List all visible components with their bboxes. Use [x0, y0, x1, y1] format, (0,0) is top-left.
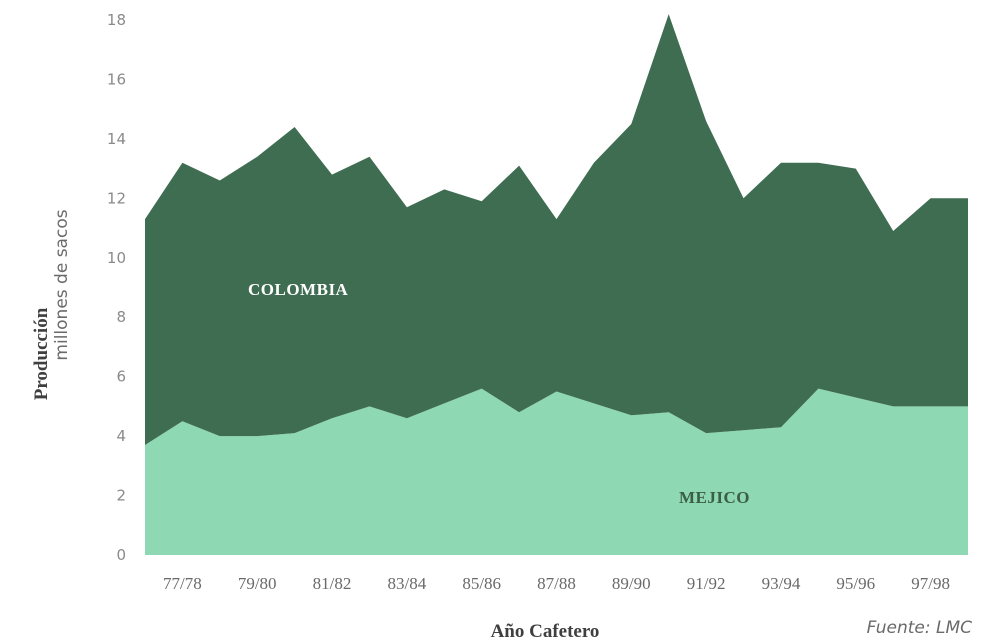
x-tick-label: 85/86: [462, 574, 501, 593]
y-tick-label: 18: [107, 11, 126, 29]
y-tick-label: 0: [116, 546, 126, 564]
x-tick-label: 95/96: [836, 574, 875, 593]
plot-area: [145, 14, 968, 555]
x-tick-label: 97/98: [911, 574, 950, 593]
x-tick-label: 89/90: [612, 574, 651, 593]
y-tick-label: 16: [107, 70, 126, 88]
x-tick-label: 87/88: [537, 574, 576, 593]
y-tick-label: 12: [107, 189, 126, 207]
x-tick-label: 93/94: [762, 574, 801, 593]
x-tick-label: 79/80: [238, 574, 277, 593]
y-axis-title-group: Producción: [31, 307, 52, 400]
series-label-mejico: MEJICO: [679, 488, 750, 507]
x-tick-label: 81/82: [313, 574, 352, 593]
area-series-mejico: [145, 388, 968, 555]
x-axis-ticks: 77/78 79/80 81/82 83/84 85/86 87/88 89/90 91/92…: [163, 574, 950, 593]
y-axis-subtitle-group: millones de sacos: [52, 209, 72, 360]
y-axis-subtitle: millones de sacos: [52, 209, 72, 360]
y-tick-label: 4: [116, 427, 126, 445]
x-tick-label: 77/78: [163, 574, 202, 593]
y-tick-label: 6: [116, 368, 126, 386]
y-tick-label: 2: [116, 487, 126, 505]
source-note: Fuente: LMC: [867, 618, 972, 638]
y-axis-ticks: 0 2 4 6 8 10 12 14 16 18: [107, 11, 126, 564]
x-axis-title: Año Cafetero: [491, 621, 600, 642]
area-series-colombia: [145, 14, 968, 445]
y-tick-label: 8: [116, 308, 126, 326]
x-tick-label: 91/92: [687, 574, 726, 593]
series-label-colombia: COLOMBIA: [248, 280, 349, 299]
x-tick-label: 83/84: [388, 574, 427, 593]
y-tick-label: 10: [107, 249, 126, 267]
y-tick-label: 14: [107, 130, 126, 148]
y-axis-title: Producción: [31, 307, 52, 400]
